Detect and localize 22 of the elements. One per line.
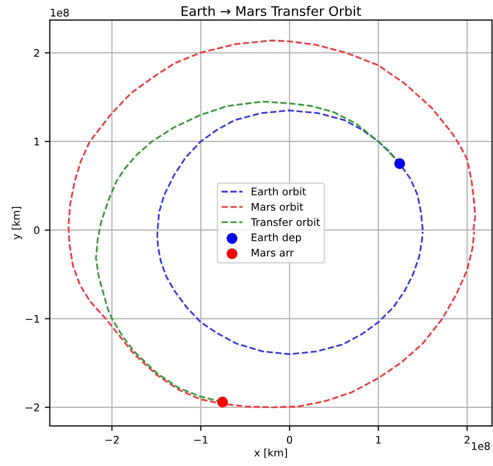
legend-label: Earth dep (252, 233, 302, 244)
legend-label: Transfer orbit (250, 218, 320, 226)
line-series (156, 110, 424, 355)
legend-label: Mars orbit (252, 202, 304, 211)
x-tick-label: −2 (105, 436, 119, 444)
legend-label: Earth orbit (252, 187, 306, 196)
x-tick-label: 1 (376, 436, 381, 444)
chart-title: Earth → Mars Transfer Orbit (182, 6, 362, 16)
line-series (68, 40, 476, 408)
text: 1e8 (50, 8, 69, 17)
x-axis-title: x [km] (254, 448, 287, 458)
x-tick-label: −1 (194, 436, 208, 444)
y-tick-label: 0 (34, 226, 40, 234)
x-tick-label: 2 (464, 436, 470, 444)
y-tick-label: −2 (26, 404, 40, 412)
x-tick-label: 0 (286, 436, 292, 444)
legend-label: Mars arr (252, 248, 294, 257)
y-tick-label: −1 (26, 315, 40, 323)
text: 1e8 (472, 442, 490, 450)
y-tick-label: 2 (34, 49, 40, 57)
y-axis-title: y [km] (12, 206, 22, 240)
y-tick-label: 1 (34, 138, 40, 146)
